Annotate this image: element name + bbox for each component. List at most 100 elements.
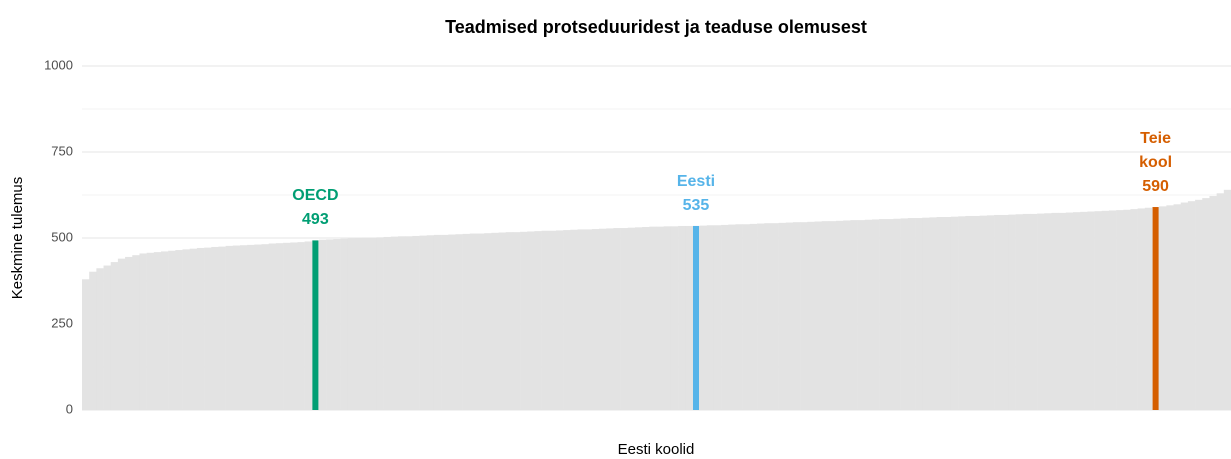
bar	[318, 239, 327, 410]
bar	[670, 226, 679, 410]
bar	[735, 224, 743, 410]
bar	[986, 215, 995, 410]
bar	[419, 235, 427, 410]
bar	[591, 229, 600, 410]
bar	[204, 247, 212, 410]
bar	[146, 252, 155, 410]
bar	[713, 225, 722, 410]
bar	[1173, 204, 1182, 410]
x-axis-label: Eesti koolid	[618, 441, 695, 458]
bar	[110, 262, 119, 410]
bar	[362, 237, 370, 410]
bar	[153, 252, 162, 410]
y-tick-label: 0	[66, 401, 73, 416]
bar	[261, 244, 270, 410]
bar	[1137, 208, 1146, 410]
bar	[1058, 212, 1067, 410]
chart-title: Teadmised protseduuridest ja teaduse ole…	[445, 17, 867, 37]
bar	[1130, 209, 1138, 410]
bar	[1101, 210, 1110, 410]
bar	[520, 231, 528, 410]
bar	[225, 245, 234, 410]
bar	[340, 238, 349, 410]
bar	[283, 242, 291, 410]
bar	[965, 215, 973, 410]
bar	[800, 222, 808, 410]
bar	[462, 233, 471, 410]
bar	[950, 216, 959, 410]
bar	[1180, 202, 1189, 410]
bar	[1144, 207, 1153, 410]
bar	[1037, 213, 1045, 410]
bar	[218, 246, 226, 410]
bar	[433, 234, 442, 410]
bar	[907, 218, 916, 410]
highlight-label: Eesti 535	[666, 170, 726, 218]
bar	[785, 222, 794, 410]
bar	[828, 221, 837, 410]
bar	[721, 224, 729, 410]
bar	[1159, 206, 1167, 410]
y-tick-label: 1000	[44, 57, 73, 72]
bar	[936, 217, 945, 410]
bar	[469, 233, 478, 410]
bar	[778, 222, 787, 410]
bar	[871, 219, 880, 410]
bar	[613, 228, 621, 410]
bar	[405, 236, 413, 410]
highlight-label: OECD 493	[285, 184, 345, 232]
bar	[599, 228, 607, 410]
bar	[656, 226, 664, 410]
bar	[577, 229, 585, 410]
bar	[369, 237, 377, 410]
highlight-name: Eesti	[676, 172, 716, 190]
bar	[958, 216, 966, 410]
bar	[584, 229, 593, 410]
bar	[864, 219, 873, 410]
bar	[541, 230, 550, 410]
bar	[706, 225, 715, 410]
bar	[850, 220, 858, 410]
bar	[685, 225, 693, 410]
bar	[347, 238, 356, 410]
bar	[807, 221, 815, 410]
bar	[232, 245, 241, 410]
bar	[771, 223, 779, 410]
bar	[132, 255, 140, 410]
bar	[1087, 211, 1095, 410]
bar	[1073, 212, 1081, 410]
bar	[972, 215, 980, 410]
bar	[879, 219, 887, 410]
bar	[728, 224, 736, 410]
bar	[634, 227, 643, 410]
bar	[620, 228, 629, 410]
highlight-bar	[1152, 207, 1159, 410]
bar	[160, 251, 169, 410]
bar	[139, 253, 147, 410]
bar	[354, 238, 363, 410]
bar	[1195, 199, 1203, 410]
y-tick-label: 500	[51, 229, 73, 244]
bar	[383, 236, 392, 410]
bar	[893, 218, 901, 410]
bar	[333, 239, 341, 410]
bar	[476, 233, 485, 410]
bar	[821, 221, 830, 410]
bar	[1223, 189, 1231, 410]
bar	[555, 230, 564, 410]
bar	[505, 232, 514, 410]
bar	[426, 235, 435, 410]
bar	[103, 265, 112, 410]
bar	[376, 237, 384, 410]
bar	[843, 220, 851, 410]
bar	[484, 233, 492, 410]
bar	[268, 243, 277, 410]
bar	[699, 225, 708, 410]
bar	[527, 231, 535, 410]
bar	[498, 232, 506, 410]
bar	[448, 234, 456, 410]
bar	[563, 230, 571, 410]
bar	[1065, 212, 1074, 410]
bar	[570, 229, 578, 410]
bar	[1044, 213, 1052, 410]
